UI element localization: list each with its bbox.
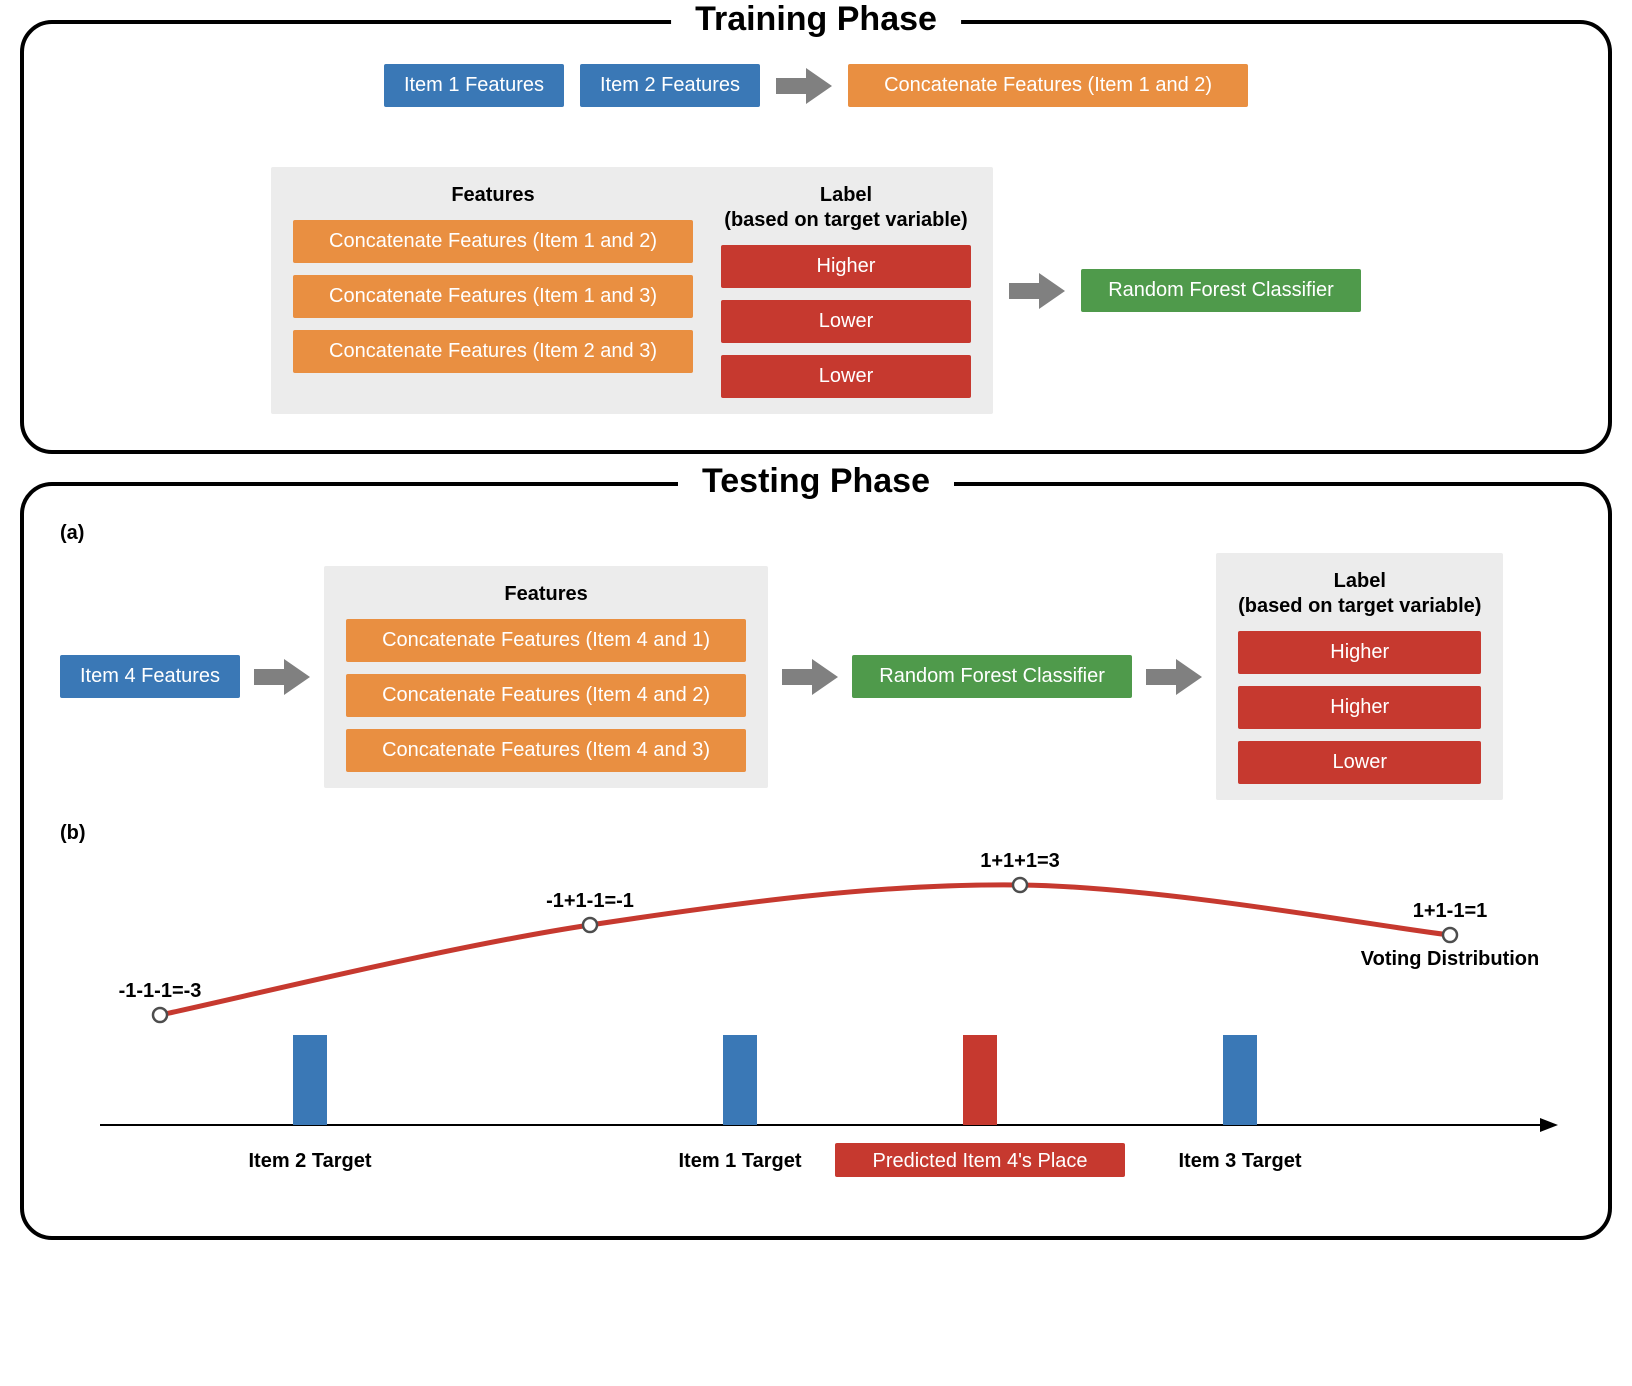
label-header-line1: Label bbox=[820, 184, 872, 206]
label-row: Lower bbox=[721, 355, 971, 398]
svg-text:Voting Distribution: Voting Distribution bbox=[1361, 948, 1540, 970]
label-header-line2: (based on target variable) bbox=[724, 209, 967, 231]
section-a-tag: (a) bbox=[60, 522, 1572, 545]
label-row: Lower bbox=[721, 300, 971, 343]
svg-text:Item 3 Target: Item 3 Target bbox=[1179, 1150, 1302, 1172]
svg-text:Item 2 Target: Item 2 Target bbox=[249, 1150, 372, 1172]
svg-text:1+1+1=3: 1+1+1=3 bbox=[980, 850, 1060, 872]
label-row: Higher bbox=[721, 245, 971, 288]
item1-features-box: Item 1 Features bbox=[384, 64, 564, 107]
item4-features-box: Item 4 Features bbox=[60, 655, 240, 698]
label-row: Higher bbox=[1238, 631, 1481, 674]
testing-label-header: Label (based on target variable) bbox=[1238, 569, 1481, 619]
svg-text:1+1-1=1: 1+1-1=1 bbox=[1413, 900, 1488, 922]
testing-labels-card: Label (based on target variable) Higher … bbox=[1216, 553, 1503, 800]
arrow-icon bbox=[1009, 271, 1065, 311]
label-column: Label (based on target variable) Higher … bbox=[721, 183, 971, 398]
concat-row: Concatenate Features (Item 1 and 2) bbox=[293, 220, 693, 263]
training-title: Training Phase bbox=[671, 0, 961, 39]
concat-row: Concatenate Features (Item 4 and 2) bbox=[346, 674, 746, 717]
concat-features-box: Concatenate Features (Item 1 and 2) bbox=[848, 64, 1248, 107]
arrow-icon bbox=[1146, 657, 1202, 697]
training-panel: Training Phase Item 1 Features Item 2 Fe… bbox=[20, 20, 1612, 454]
concat-row: Concatenate Features (Item 4 and 1) bbox=[346, 619, 746, 662]
classifier-box: Random Forest Classifier bbox=[852, 655, 1132, 698]
arrow-icon bbox=[254, 657, 310, 697]
classifier-box: Random Forest Classifier bbox=[1081, 269, 1361, 312]
training-table-card: Features Concatenate Features (Item 1 an… bbox=[271, 167, 993, 414]
features-header: Features bbox=[293, 183, 693, 208]
label-row: Higher bbox=[1238, 686, 1481, 729]
svg-text:-1-1-1=-3: -1-1-1=-3 bbox=[119, 980, 202, 1002]
label-header-line1: Label bbox=[1334, 570, 1386, 592]
concat-row: Concatenate Features (Item 4 and 3) bbox=[346, 729, 746, 772]
item2-features-box: Item 2 Features bbox=[580, 64, 760, 107]
voting-distribution-chart: -1-1-1=-3 -1+1-1=-1 1+1+1=3 1+1-1=1 Voting D… bbox=[60, 845, 1580, 1195]
section-b-tag: (b) bbox=[60, 822, 1572, 845]
concat-row: Concatenate Features (Item 2 and 3) bbox=[293, 330, 693, 373]
arrow-icon bbox=[776, 66, 832, 106]
testing-row-a: Item 4 Features Features Concatenate Fea… bbox=[60, 553, 1572, 800]
training-top-row: Item 1 Features Item 2 Features Concaten… bbox=[60, 64, 1572, 107]
label-row: Lower bbox=[1238, 741, 1481, 784]
svg-text:Item 1 Target: Item 1 Target bbox=[679, 1150, 802, 1172]
svg-text:-1+1-1=-1: -1+1-1=-1 bbox=[546, 890, 634, 912]
label-header-line2: (based on target variable) bbox=[1238, 595, 1481, 617]
concat-row: Concatenate Features (Item 1 and 3) bbox=[293, 275, 693, 318]
testing-features-header: Features bbox=[346, 582, 746, 607]
arrow-icon bbox=[782, 657, 838, 697]
testing-features-card: Features Concatenate Features (Item 4 an… bbox=[324, 566, 768, 788]
features-column: Features Concatenate Features (Item 1 an… bbox=[293, 183, 693, 373]
training-table-row: Features Concatenate Features (Item 1 an… bbox=[60, 167, 1572, 414]
testing-panel: Testing Phase (a) Item 4 Features Featur… bbox=[20, 482, 1612, 1240]
svg-text:Predicted Item 4's Place: Predicted Item 4's Place bbox=[872, 1150, 1087, 1172]
testing-title: Testing Phase bbox=[678, 462, 954, 501]
label-header: Label (based on target variable) bbox=[721, 183, 971, 233]
